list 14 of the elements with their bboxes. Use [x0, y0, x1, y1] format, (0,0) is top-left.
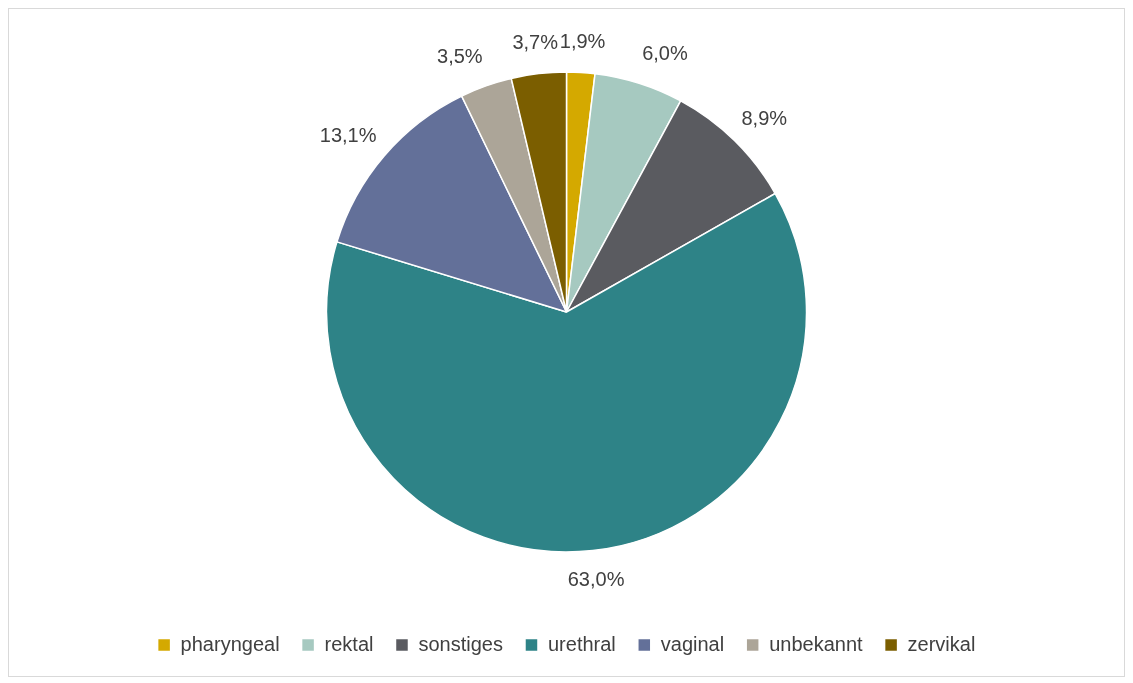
data-label: 3,5%: [437, 45, 483, 68]
legend-label: zervikal: [907, 632, 976, 655]
legend-label: rektal: [324, 632, 374, 655]
legend-label: urethral: [547, 632, 616, 655]
legend-label: vaginal: [660, 632, 725, 655]
legend-label: unbekannt: [769, 632, 864, 655]
data-label: 1,9%: [559, 30, 606, 52]
data-label: 6,0%: [642, 42, 688, 65]
data-label: 3,7%: [512, 31, 559, 54]
data-label: 63,0%: [567, 567, 625, 590]
legend-label: sonstiges: [418, 632, 503, 655]
data-label: 13,1%: [319, 123, 377, 146]
legend-label: pharyngeal: [180, 632, 280, 655]
data-label: 8,9%: [741, 106, 788, 129]
